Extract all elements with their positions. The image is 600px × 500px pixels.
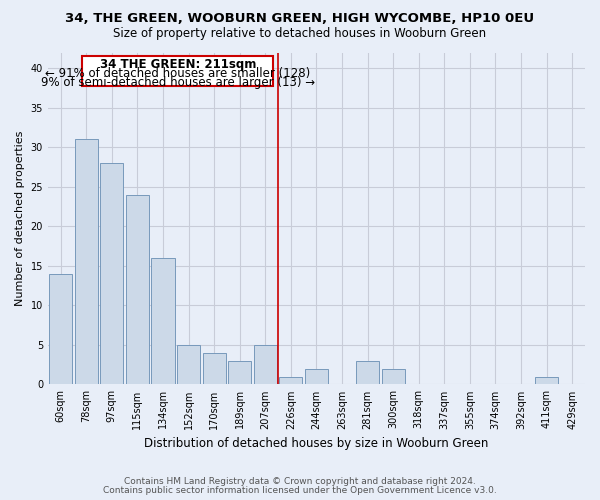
Bar <box>151 258 175 384</box>
Text: Size of property relative to detached houses in Wooburn Green: Size of property relative to detached ho… <box>113 28 487 40</box>
Bar <box>254 345 277 385</box>
Text: Contains public sector information licensed under the Open Government Licence v3: Contains public sector information licen… <box>103 486 497 495</box>
Bar <box>356 360 379 384</box>
Bar <box>177 345 200 385</box>
Bar <box>382 368 404 384</box>
Bar <box>126 195 149 384</box>
Bar <box>280 376 302 384</box>
Bar <box>49 274 72 384</box>
Text: ← 91% of detached houses are smaller (128): ← 91% of detached houses are smaller (12… <box>45 67 310 80</box>
Text: 34 THE GREEN: 211sqm: 34 THE GREEN: 211sqm <box>100 58 256 71</box>
Bar <box>305 368 328 384</box>
Bar <box>203 353 226 384</box>
Y-axis label: Number of detached properties: Number of detached properties <box>15 131 25 306</box>
Bar <box>100 163 124 384</box>
Text: 9% of semi-detached houses are larger (13) →: 9% of semi-detached houses are larger (1… <box>41 76 315 90</box>
Bar <box>75 140 98 384</box>
Bar <box>228 360 251 384</box>
Text: Contains HM Land Registry data © Crown copyright and database right 2024.: Contains HM Land Registry data © Crown c… <box>124 477 476 486</box>
Text: 34, THE GREEN, WOOBURN GREEN, HIGH WYCOMBE, HP10 0EU: 34, THE GREEN, WOOBURN GREEN, HIGH WYCOM… <box>65 12 535 26</box>
Bar <box>535 376 558 384</box>
X-axis label: Distribution of detached houses by size in Wooburn Green: Distribution of detached houses by size … <box>144 437 488 450</box>
FancyBboxPatch shape <box>82 56 273 86</box>
